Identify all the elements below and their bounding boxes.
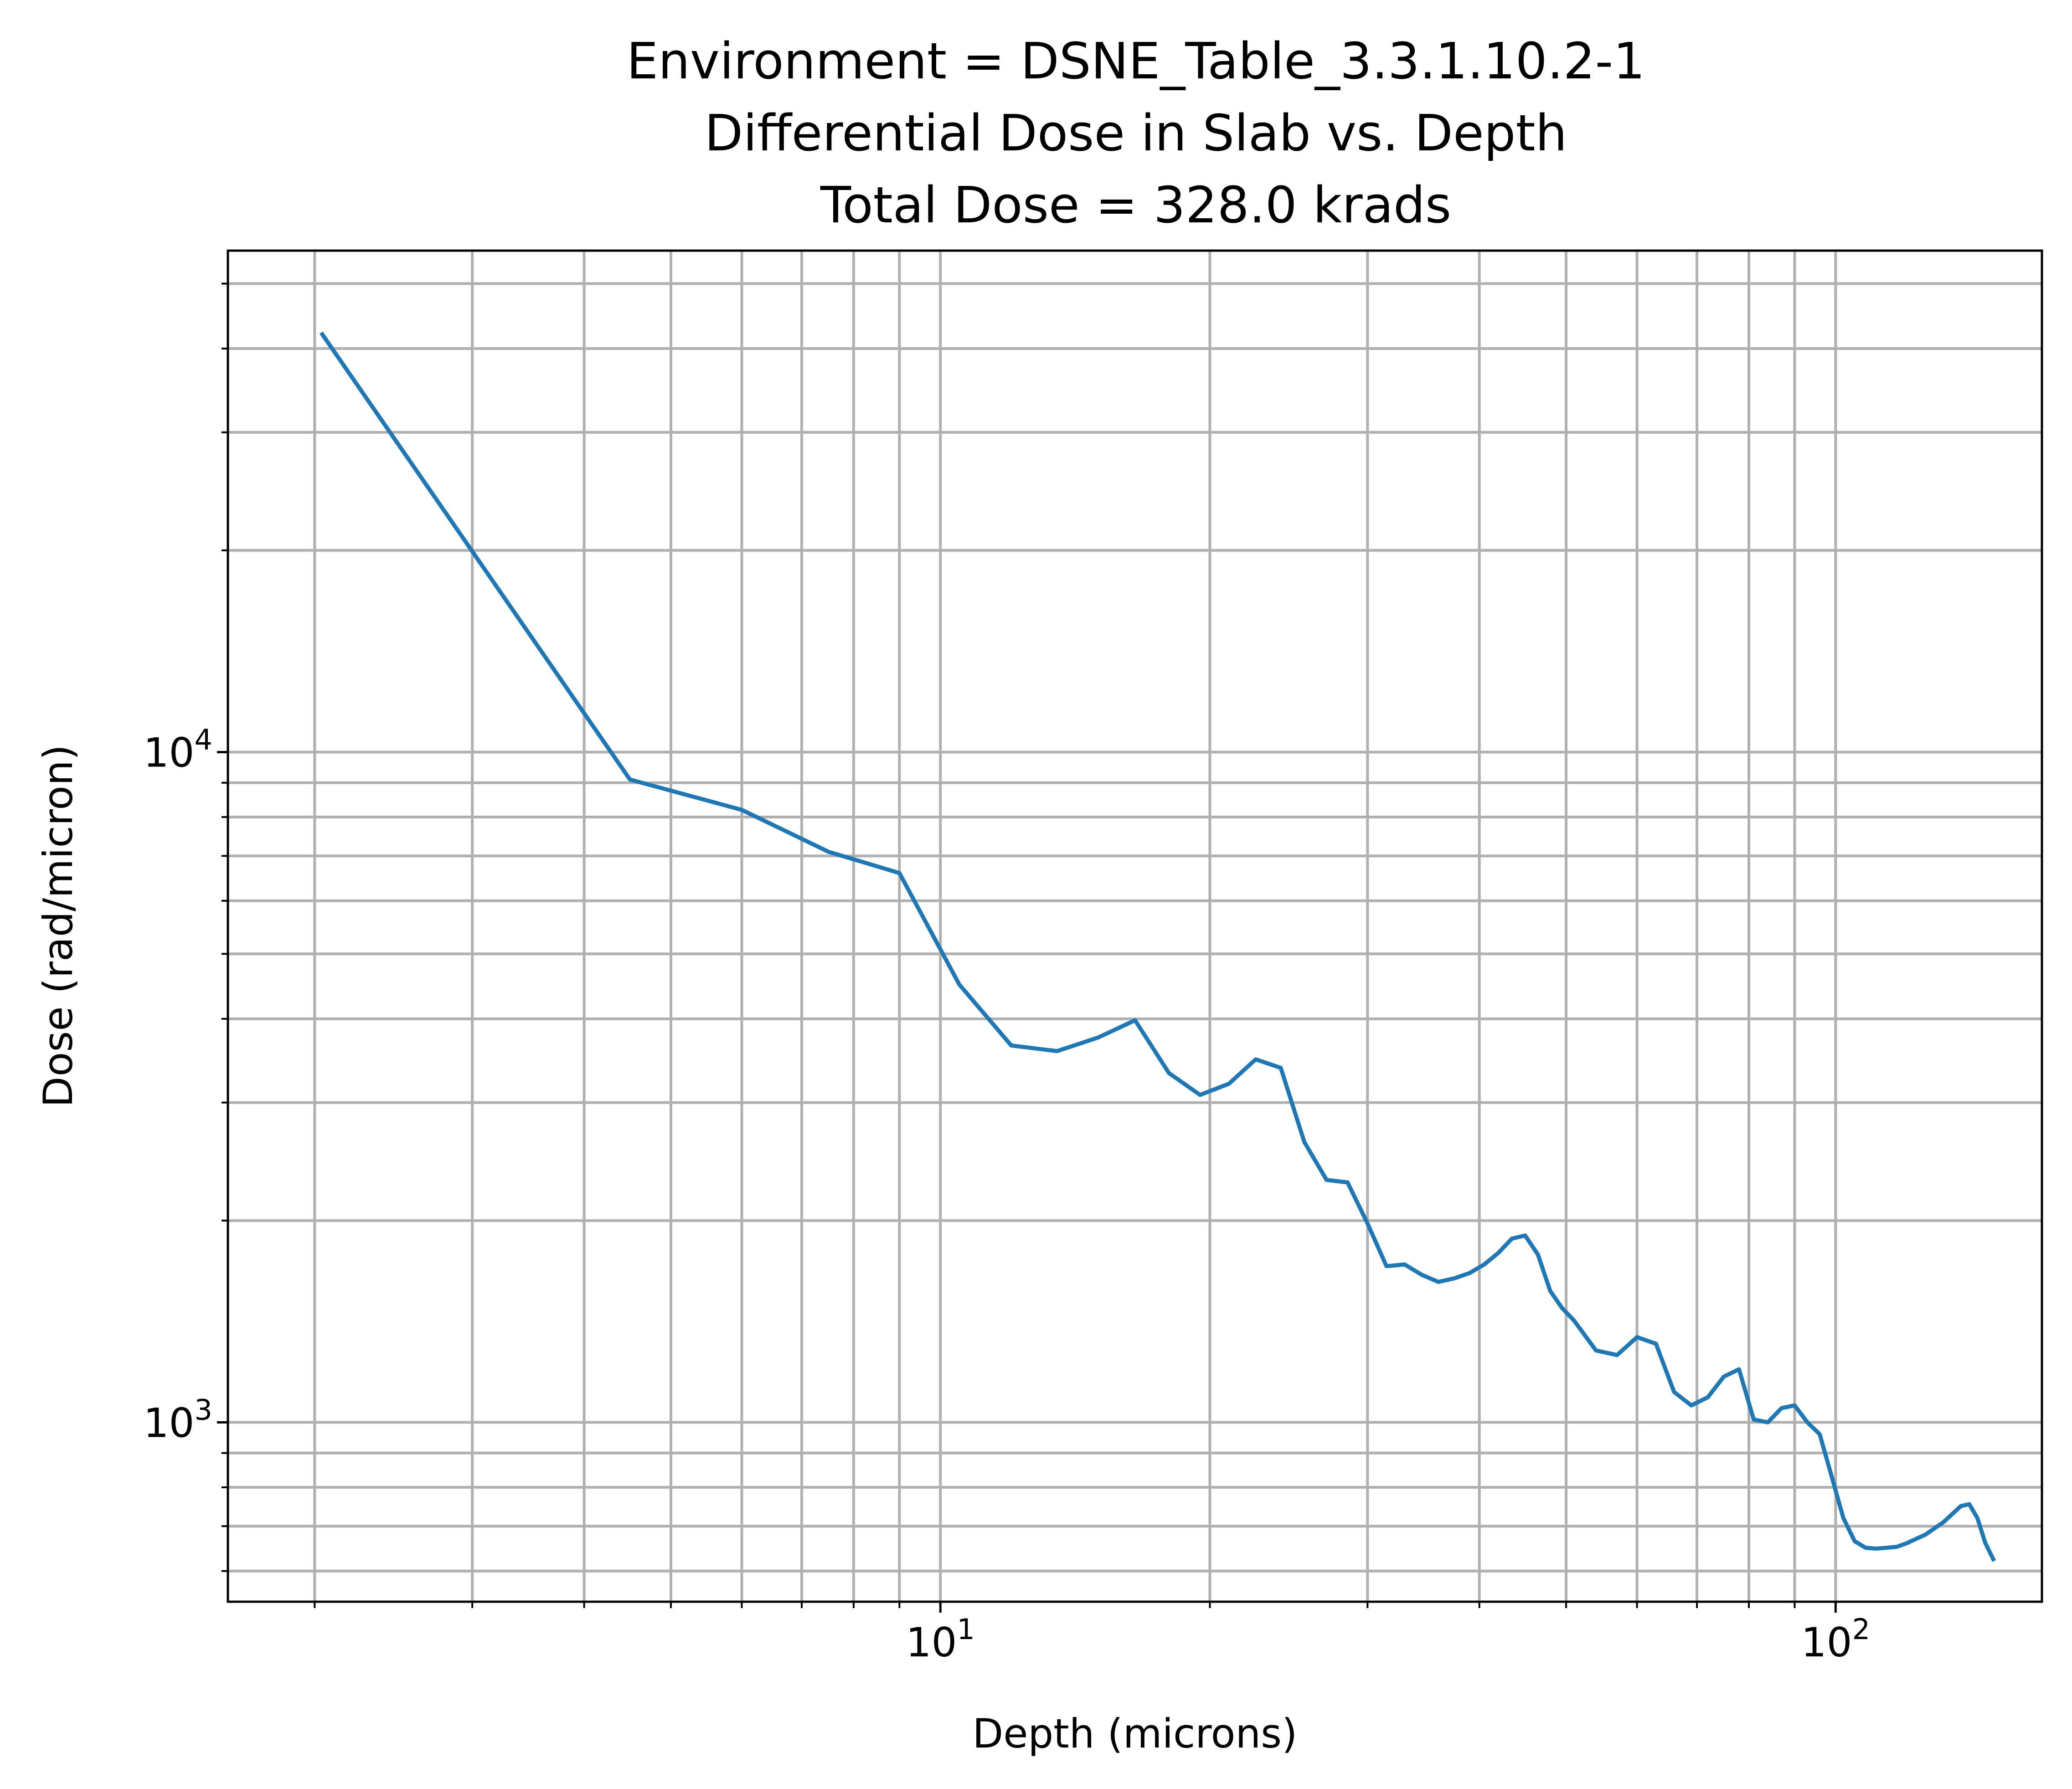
y-tick-label: 104 — [144, 723, 212, 776]
chart-title-line-3: Total Dose = 328.0 krads — [820, 176, 1451, 234]
plot-frame — [227, 249, 2043, 1603]
data-series — [319, 331, 1996, 1562]
x-tick-label: 102 — [1801, 1613, 1870, 1666]
chart-title-line-2: Differential Dose in Slab vs. Depth — [705, 104, 1567, 162]
grid-lines — [228, 251, 2042, 1602]
y-axis-label: Dose (rad/micron) — [35, 745, 82, 1107]
x-tick-label: 101 — [906, 1613, 975, 1666]
x-axis-label: Depth (microns) — [973, 1710, 1298, 1757]
tick-labels: 101 102 103 104 — [144, 723, 1871, 1666]
y-tick-label: 103 — [144, 1393, 212, 1446]
chart-title-line-1: Environment = DSNE_Table_3.3.1.10.2-1 — [627, 32, 1645, 90]
series-line — [319, 331, 1996, 1562]
